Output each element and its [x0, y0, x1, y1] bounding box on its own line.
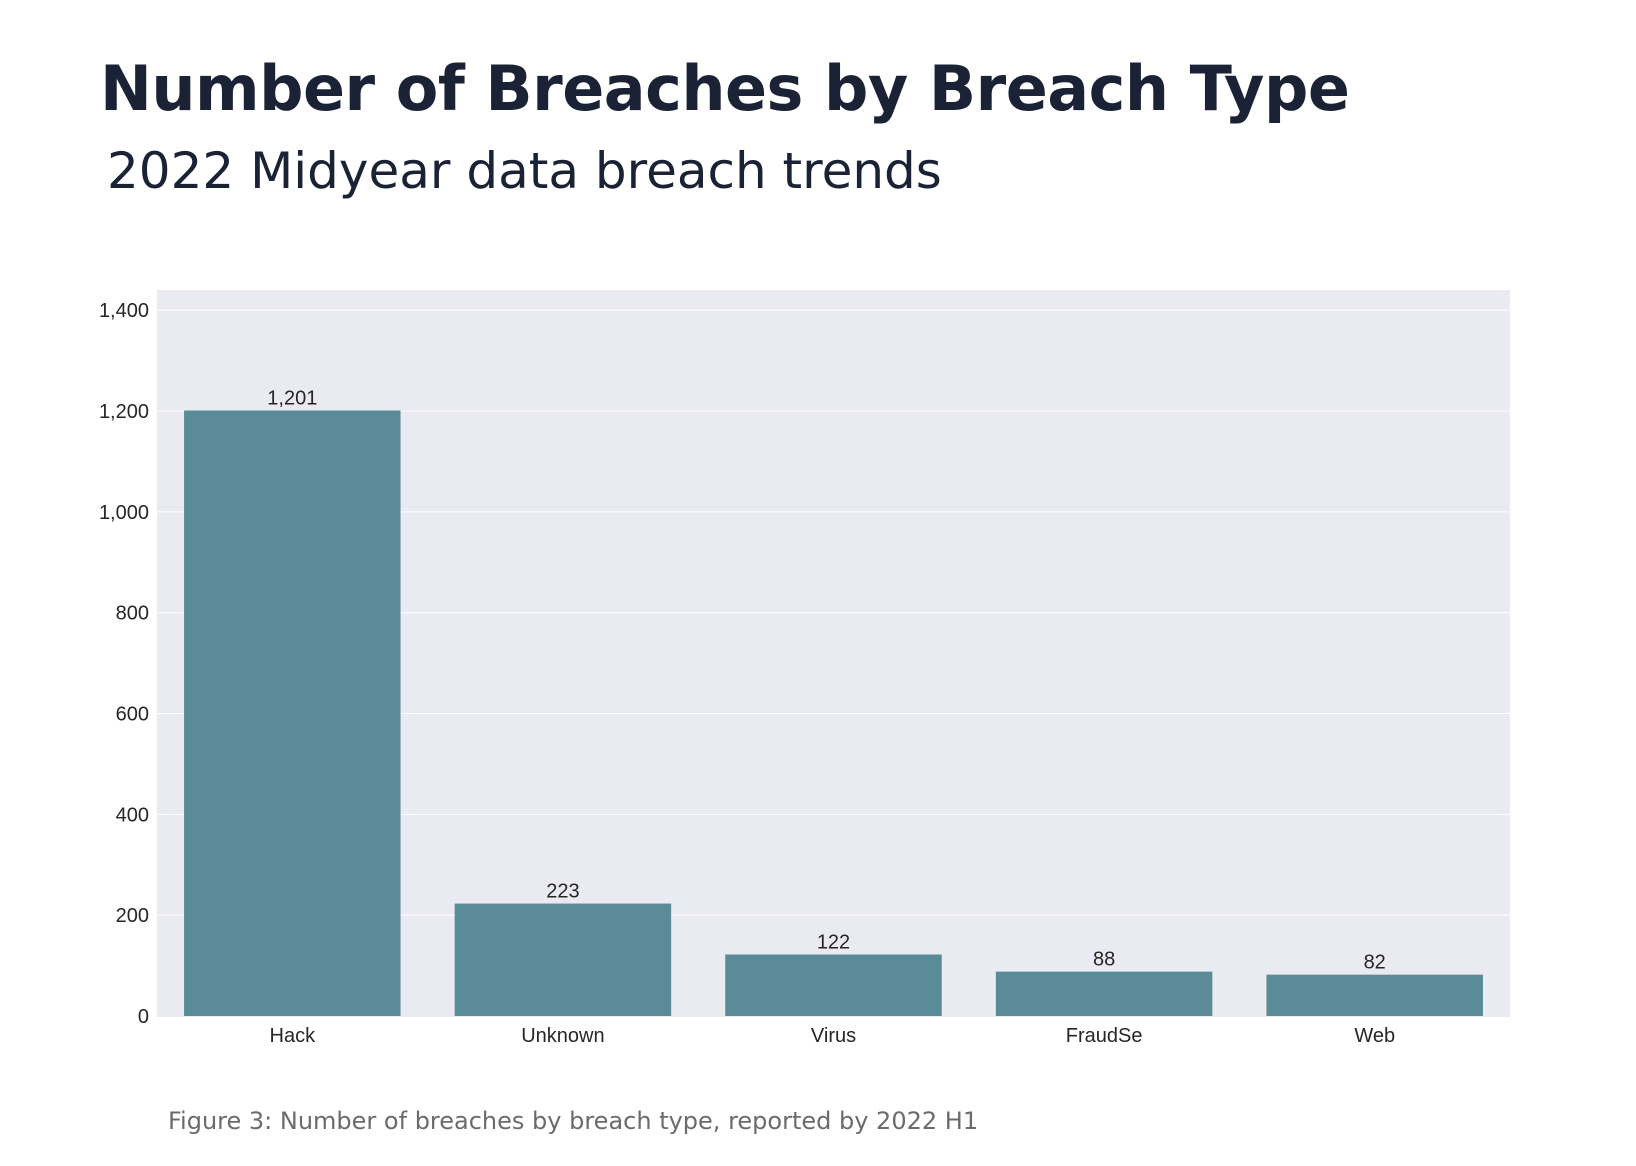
- y-tick-label: 800: [116, 603, 149, 625]
- y-tick-label: 1,400: [99, 300, 149, 322]
- bar-chart: 0 200 400 600 800 1,000 1,200 1,400 1,201 223 122…: [99, 290, 1510, 1047]
- y-tick-label: 600: [116, 704, 149, 726]
- data-label: 223: [546, 881, 579, 903]
- data-label: 1,201: [267, 387, 317, 409]
- data-label: 122: [817, 931, 850, 953]
- y-tick-label: 1,000: [99, 502, 149, 524]
- chart-subtitle: 2022 Midyear data breach trends: [107, 142, 942, 200]
- y-tick-label: 400: [116, 804, 149, 826]
- x-tick-label: Unknown: [521, 1025, 604, 1047]
- chart-title: Number of Breaches by Breach Type: [100, 52, 1350, 125]
- x-tick-label: FraudSe: [1066, 1025, 1143, 1047]
- data-label: 88: [1093, 949, 1115, 971]
- y-tick-label: 0: [138, 1006, 149, 1028]
- bar-fraudse: [995, 971, 1213, 1016]
- y-tick-label: 200: [116, 905, 149, 927]
- y-axis: 0 200 400 600 800 1,000 1,200 1,400: [99, 300, 149, 1028]
- x-axis: Hack Unknown Virus FraudSe Web: [270, 1025, 1396, 1047]
- bar-hack: [184, 410, 401, 1016]
- x-tick-label: Virus: [811, 1025, 856, 1047]
- bar-unknown: [454, 903, 672, 1016]
- bar-web: [1266, 974, 1483, 1016]
- data-labels: 1,201 223 122 88 82: [267, 387, 1386, 973]
- data-label: 82: [1364, 952, 1386, 974]
- x-tick-label: Web: [1354, 1025, 1395, 1047]
- bars: [184, 410, 1483, 1016]
- figure-caption: Figure 3: Number of breaches by breach t…: [168, 1107, 979, 1135]
- x-tick-label: Hack: [270, 1025, 317, 1047]
- y-tick-label: 1,200: [99, 401, 149, 423]
- bar-virus: [725, 954, 942, 1016]
